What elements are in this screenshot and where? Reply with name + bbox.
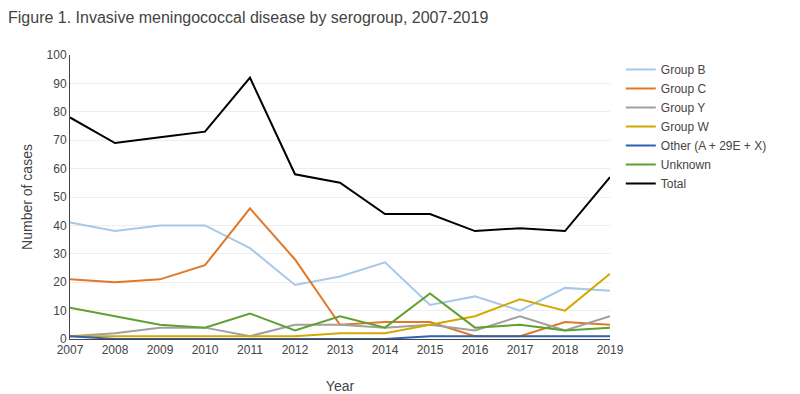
svg-text:20: 20 bbox=[53, 275, 67, 289]
svg-text:2008: 2008 bbox=[102, 343, 129, 357]
svg-text:2016: 2016 bbox=[462, 343, 489, 357]
svg-text:2019: 2019 bbox=[597, 343, 624, 357]
svg-text:2015: 2015 bbox=[417, 343, 444, 357]
svg-text:100: 100 bbox=[47, 48, 67, 62]
svg-text:2010: 2010 bbox=[192, 343, 219, 357]
svg-text:Number of cases: Number of cases bbox=[19, 144, 35, 250]
svg-text:2009: 2009 bbox=[147, 343, 174, 357]
svg-text:Other (A + 29E + X): Other (A + 29E + X) bbox=[661, 139, 766, 153]
svg-text:80: 80 bbox=[53, 105, 67, 119]
svg-text:2014: 2014 bbox=[372, 343, 399, 357]
svg-text:Group B: Group B bbox=[661, 63, 706, 77]
svg-text:Group W: Group W bbox=[661, 120, 710, 134]
svg-text:50: 50 bbox=[53, 190, 67, 204]
svg-text:40: 40 bbox=[53, 219, 67, 233]
svg-text:2011: 2011 bbox=[237, 343, 263, 357]
svg-text:Unknown: Unknown bbox=[661, 158, 711, 172]
svg-text:10: 10 bbox=[53, 304, 67, 318]
svg-text:2007: 2007 bbox=[57, 343, 84, 357]
svg-text:Group C: Group C bbox=[661, 82, 707, 96]
svg-text:Total: Total bbox=[661, 177, 686, 191]
svg-text:Group Y: Group Y bbox=[661, 101, 705, 115]
svg-text:30: 30 bbox=[53, 247, 67, 261]
svg-text:0: 0 bbox=[60, 332, 67, 346]
svg-text:2012: 2012 bbox=[282, 343, 309, 357]
svg-text:70: 70 bbox=[53, 133, 67, 147]
svg-text:60: 60 bbox=[53, 162, 67, 176]
svg-text:Figure 1. Invasive meningococc: Figure 1. Invasive meningococcal disease… bbox=[8, 9, 488, 26]
svg-text:2013: 2013 bbox=[327, 343, 354, 357]
svg-text:2018: 2018 bbox=[552, 343, 579, 357]
svg-text:90: 90 bbox=[53, 77, 67, 91]
svg-text:Year: Year bbox=[326, 378, 355, 394]
svg-text:2017: 2017 bbox=[507, 343, 534, 357]
